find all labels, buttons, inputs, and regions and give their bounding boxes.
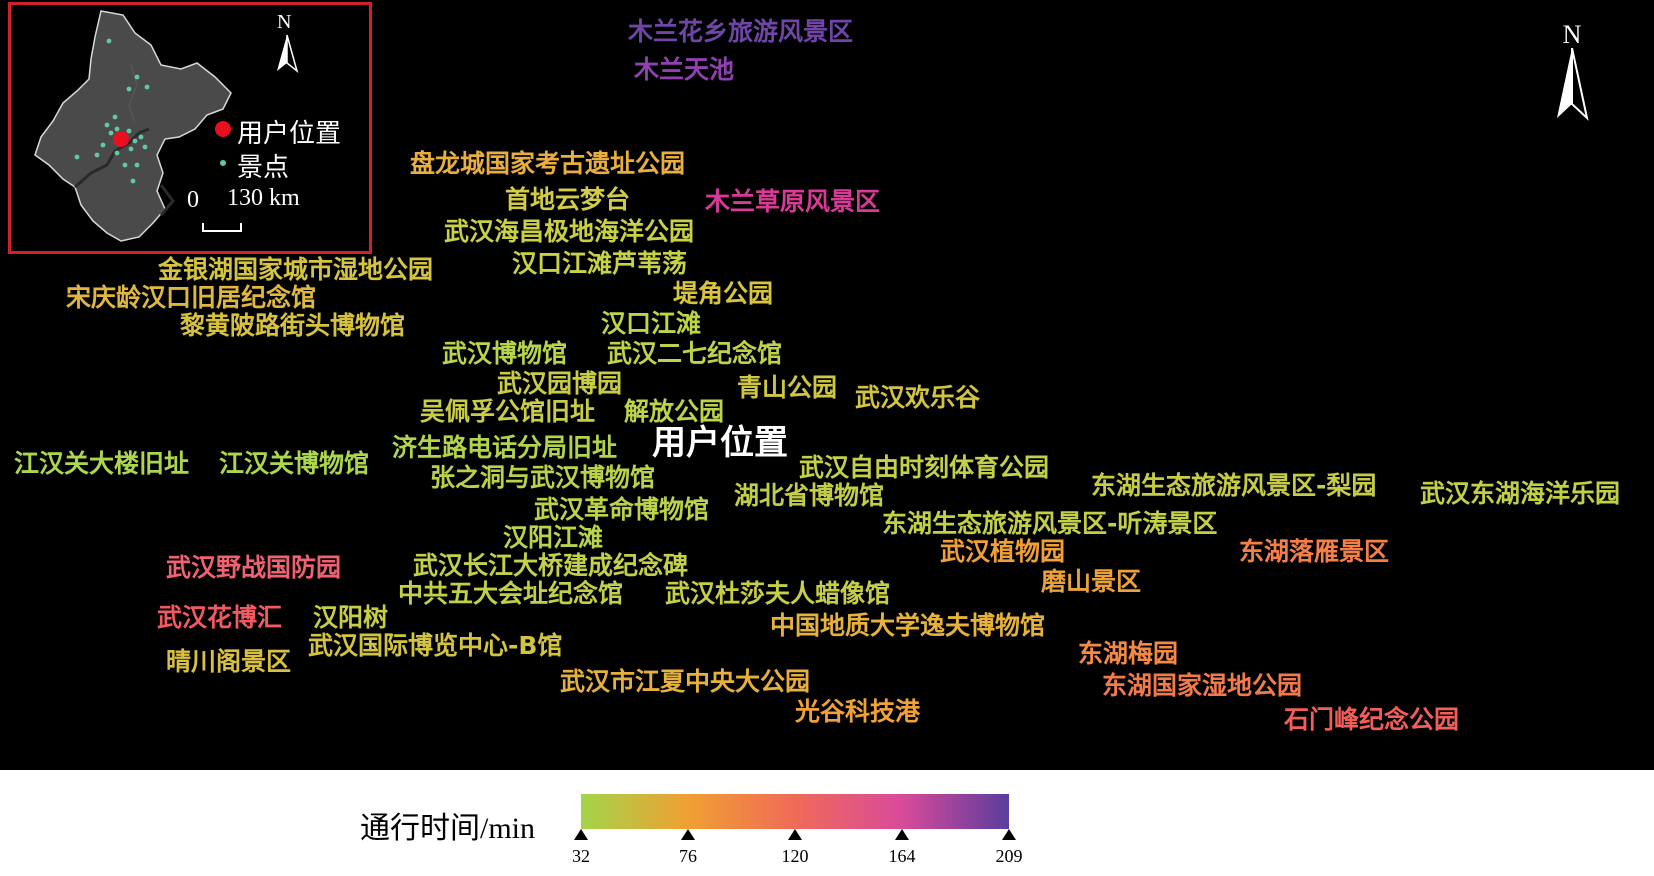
attraction-label: 黎黄陂路街头博物馆 [180,311,406,340]
legend-tick-label: 120 [781,846,809,866]
legend-title: 通行时间/min [360,812,536,845]
attraction-label: 东湖生态旅游风景区-听涛景区 [882,509,1218,538]
attraction-label: 武汉市江夏中央大公园 [560,667,811,696]
color-ramp [581,794,1009,829]
attraction-label: 木兰天池 [634,55,735,84]
travel-time-map: 木兰花乡旅游风景区 木兰天池 盘龙城国家考古遗址公园 首地云梦台 木兰草原风景区… [0,0,1654,770]
inset-north-letter: N [277,11,292,33]
attraction-label: 武汉园博园 [497,369,623,398]
attraction-label: 光谷科技港 [795,697,921,726]
attraction-label: 汉口江滩 [601,309,702,338]
attraction-label: 武汉欢乐谷 [855,383,981,412]
legend-tick-label: 164 [888,846,916,866]
attraction-label: 金银湖国家城市湿地公园 [158,255,434,284]
attraction-label: 武汉东湖海洋乐园 [1420,479,1621,508]
attraction-label: 宋庆龄汉口旧居纪念馆 [66,283,317,312]
attraction-label: 湖北省博物馆 [734,481,885,510]
attraction-label: 武汉长江大桥建成纪念碑 [413,551,689,580]
attraction-label: 武汉海昌极地海洋公园 [444,217,695,246]
north-arrow: N [1552,22,1592,128]
attraction-label: 青山公园 [737,373,838,402]
attraction-label: 武汉革命博物馆 [534,495,710,524]
attraction-label: 吴佩孚公馆旧址 [420,397,596,426]
attraction-label: 解放公园 [624,397,725,426]
attraction-label: 中共五大会址纪念馆 [398,579,624,608]
wuhan-outline-shape [34,10,299,242]
attraction-label: 武汉国际博览中心-B馆 [308,631,563,660]
north-arrow-letter: N [1562,20,1582,49]
attraction-label: 石门峰纪念公园 [1284,705,1460,734]
attraction-label: 汉阳江滩 [503,523,604,552]
inset-legend-user-label: 用户位置 [237,119,342,148]
legend-tick-label: 209 [995,846,1023,866]
attraction-label: 中国地质大学逸夫博物馆 [770,611,1046,640]
attraction-label: 盘龙城国家考古遗址公园 [410,149,686,178]
attraction-label: 武汉植物园 [940,537,1066,566]
attraction-label: 东湖落雁景区 [1239,537,1390,566]
inset-locator-map: N 用户位置 景点 0 130 km [8,2,372,254]
attraction-label: 武汉花博汇 [157,603,283,632]
attraction-label: 首地云梦台 [505,185,631,214]
legend-tick-mark [788,829,802,840]
legend-tick-mark [895,829,909,840]
user-location-marker [113,131,129,147]
legend-tick-mark [1002,829,1016,840]
attraction-label: 汉阳树 [313,603,389,632]
attraction-label: 武汉杜莎夫人蜡像馆 [665,579,891,608]
legend-tick-mark [574,829,588,840]
attraction-label: 木兰花乡旅游风景区 [628,17,854,46]
attraction-label: 武汉野战国防园 [166,553,342,582]
attraction-label: 磨山景区 [1041,567,1142,596]
attraction-label: 济生路电话分局旧址 [392,433,618,462]
attraction-label: 江汉关大楼旧址 [14,449,190,478]
attraction-label: 汉口江滩芦苇荡 [512,249,688,278]
attraction-label: 东湖生态旅游风景区-梨园 [1091,471,1377,500]
attraction-label: 木兰草原风景区 [705,187,881,216]
attraction-label: 江汉关博物馆 [219,449,370,478]
north-arrow-icon [1557,47,1589,121]
attraction-label: 东湖梅园 [1078,639,1179,668]
attraction-label: 堤角公园 [673,279,774,308]
legend-tick-label: 76 [679,846,697,866]
attraction-label: 武汉二七纪念馆 [607,339,783,368]
attraction-label: 武汉博物馆 [442,339,568,368]
inset-legend-attraction-label: 景点 [237,153,290,182]
legend-tick-mark [681,829,695,840]
attraction-label: 晴川阁景区 [166,647,292,676]
attraction-label: 武汉自由时刻体育公园 [799,453,1050,482]
attraction-label: 张之洞与武汉博物馆 [430,463,656,492]
inset-scale-zero: 0 [187,187,199,213]
legend-tick-label: 32 [572,846,590,866]
user-location-label: 用户位置 [652,423,788,463]
attraction-label: 东湖国家湿地公园 [1102,671,1303,700]
inset-scale-label: 130 km [227,185,300,211]
